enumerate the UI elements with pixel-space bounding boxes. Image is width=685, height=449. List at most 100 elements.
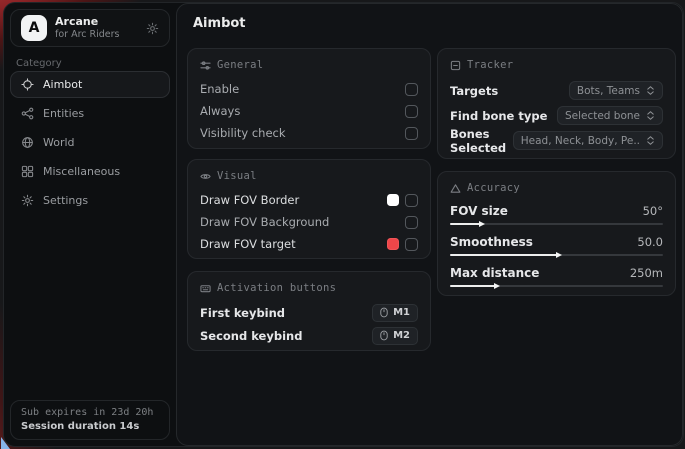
fov-target-color-swatch[interactable] bbox=[387, 238, 399, 250]
tracker-card-header: Tracker bbox=[450, 58, 663, 72]
slider-thumb[interactable] bbox=[493, 283, 500, 289]
gear-icon bbox=[21, 194, 34, 207]
setting-row: Find bone type Selected bone bbox=[450, 103, 663, 128]
card-title: General bbox=[217, 59, 264, 71]
sidebar-item-aimbot[interactable]: Aimbot bbox=[10, 71, 170, 98]
chevron-updown-icon bbox=[646, 85, 655, 96]
slider-labels: Smoothness 50.0 bbox=[450, 234, 663, 249]
chevron-updown-icon bbox=[646, 135, 655, 146]
app-window: A Arcane for Arc Riders Category Aimbot bbox=[3, 2, 684, 447]
always-checkbox[interactable] bbox=[405, 104, 418, 118]
setting-label: Bones Selected bbox=[450, 126, 507, 155]
sidebar-item-label: Miscellaneous bbox=[43, 165, 121, 178]
cursor-artifact bbox=[1, 437, 10, 449]
sub-expiry-text: Sub expires in 23d 20h bbox=[21, 407, 154, 418]
eye-icon bbox=[200, 171, 211, 182]
slider-thumb[interactable] bbox=[555, 252, 562, 258]
sidebar-item-label: Entities bbox=[43, 107, 85, 120]
setting-row: Bones Selected Head, Neck, Body, Pe.. bbox=[450, 126, 663, 155]
sidebar-item-label: World bbox=[43, 136, 75, 149]
sidebar-item-entities[interactable]: Entities bbox=[10, 100, 170, 127]
activation-card-header: Activation buttons bbox=[200, 281, 418, 295]
find-bone-type-dropdown[interactable]: Selected bone bbox=[556, 106, 663, 125]
fov-size-slider[interactable] bbox=[450, 221, 663, 227]
category-label: Category bbox=[16, 58, 62, 69]
entities-nodes-icon bbox=[21, 107, 34, 120]
setting-label: Enable bbox=[200, 82, 240, 96]
slider-labels: Max distance 250m bbox=[450, 265, 663, 280]
keyboard-icon bbox=[200, 283, 211, 294]
draw-fov-target-checkbox[interactable] bbox=[405, 237, 418, 251]
setting-row: First keybind M1 bbox=[200, 301, 418, 324]
slider-thumb[interactable] bbox=[478, 221, 485, 227]
general-card-header: General bbox=[200, 58, 418, 72]
slider-labels: FOV size 50° bbox=[450, 203, 663, 218]
general-card: General Enable Always Visibility check bbox=[187, 48, 431, 149]
setting-label: FOV size bbox=[450, 203, 508, 218]
sidebar-item-world[interactable]: World bbox=[10, 129, 170, 156]
sidebar-item-miscellaneous[interactable]: Miscellaneous bbox=[10, 158, 170, 185]
draw-fov-background-checkbox[interactable] bbox=[405, 215, 418, 229]
visibility-check-checkbox[interactable] bbox=[405, 126, 418, 140]
bones-selected-dropdown[interactable]: Head, Neck, Body, Pe.. bbox=[512, 131, 663, 150]
accuracy-card: Accuracy FOV size 50° Smoothness 50.0 bbox=[437, 171, 676, 296]
max-distance-slider[interactable] bbox=[450, 283, 663, 289]
setting-row: Draw FOV Border bbox=[200, 189, 418, 211]
activation-buttons-card: Activation buttons First keybind M1 Seco… bbox=[187, 271, 431, 351]
second-keybind-button[interactable]: M2 bbox=[372, 326, 418, 345]
setting-label: Find bone type bbox=[450, 108, 548, 123]
card-title: Accuracy bbox=[467, 182, 520, 194]
tracker-card: Tracker Targets Bots, Teams Find bone ty… bbox=[437, 48, 676, 159]
setting-label: Smoothness bbox=[450, 234, 533, 249]
setting-row: Enable bbox=[200, 78, 418, 100]
row-controls bbox=[387, 237, 418, 251]
enable-checkbox[interactable] bbox=[405, 82, 418, 96]
slider-row: Smoothness 50.0 bbox=[450, 234, 663, 258]
keybind-value: M2 bbox=[393, 330, 410, 341]
setting-row: Always bbox=[200, 100, 418, 122]
slider-row: FOV size 50° bbox=[450, 203, 663, 227]
triangle-icon bbox=[450, 183, 461, 194]
fov-border-color-swatch[interactable] bbox=[387, 194, 399, 206]
setting-value: 50.0 bbox=[637, 234, 663, 249]
first-keybind-button[interactable]: M1 bbox=[372, 303, 418, 322]
card-title: Activation buttons bbox=[217, 282, 337, 294]
setting-label: Draw FOV Background bbox=[200, 215, 330, 229]
setting-row: Second keybind M2 bbox=[200, 324, 418, 347]
app-subtitle: for Arc Riders bbox=[55, 29, 120, 40]
setting-label: Visibility check bbox=[200, 126, 286, 140]
slider-fill bbox=[450, 221, 485, 227]
gear-icon[interactable] bbox=[146, 22, 159, 35]
sidebar-item-settings[interactable]: Settings bbox=[10, 187, 170, 214]
dropdown-value: Selected bone bbox=[564, 109, 640, 122]
app-name: Arcane bbox=[55, 15, 99, 28]
visual-card-header: Visual bbox=[200, 169, 418, 183]
setting-label: Always bbox=[200, 104, 241, 118]
mouse-icon bbox=[380, 307, 388, 318]
row-controls bbox=[405, 215, 418, 229]
setting-label: First keybind bbox=[200, 305, 286, 320]
setting-row: Visibility check bbox=[200, 122, 418, 144]
dropdown-value: Bots, Teams bbox=[576, 84, 640, 97]
page-title: Aimbot bbox=[193, 16, 246, 31]
draw-fov-border-checkbox[interactable] bbox=[405, 193, 418, 207]
smoothness-slider[interactable] bbox=[450, 252, 663, 258]
keybind-value: M1 bbox=[393, 307, 410, 318]
card-title: Tracker bbox=[467, 59, 514, 71]
sidebar-item-label: Aimbot bbox=[43, 78, 83, 91]
dropdown-value: Head, Neck, Body, Pe.. bbox=[520, 134, 640, 147]
targets-dropdown[interactable]: Bots, Teams bbox=[568, 81, 663, 100]
session-duration-text: Session duration 14s bbox=[21, 421, 140, 432]
setting-value: 50° bbox=[642, 203, 663, 218]
app-logo: A bbox=[21, 15, 47, 41]
sidebar-item-label: Settings bbox=[43, 194, 89, 207]
visual-card: Visual Draw FOV Border Draw FOV Backgrou… bbox=[187, 159, 431, 259]
setting-value: 250m bbox=[629, 265, 663, 280]
setting-row: Draw FOV target bbox=[200, 233, 418, 255]
app-title-block: Arcane for Arc Riders bbox=[55, 15, 146, 41]
setting-label: Targets bbox=[450, 83, 499, 98]
main-panel: Aimbot General Enable Always Visibility … bbox=[176, 3, 683, 446]
subscription-card: Sub expires in 23d 20h Session duration … bbox=[10, 400, 170, 440]
card-title: Visual bbox=[217, 170, 257, 182]
slider-row: Max distance 250m bbox=[450, 265, 663, 289]
